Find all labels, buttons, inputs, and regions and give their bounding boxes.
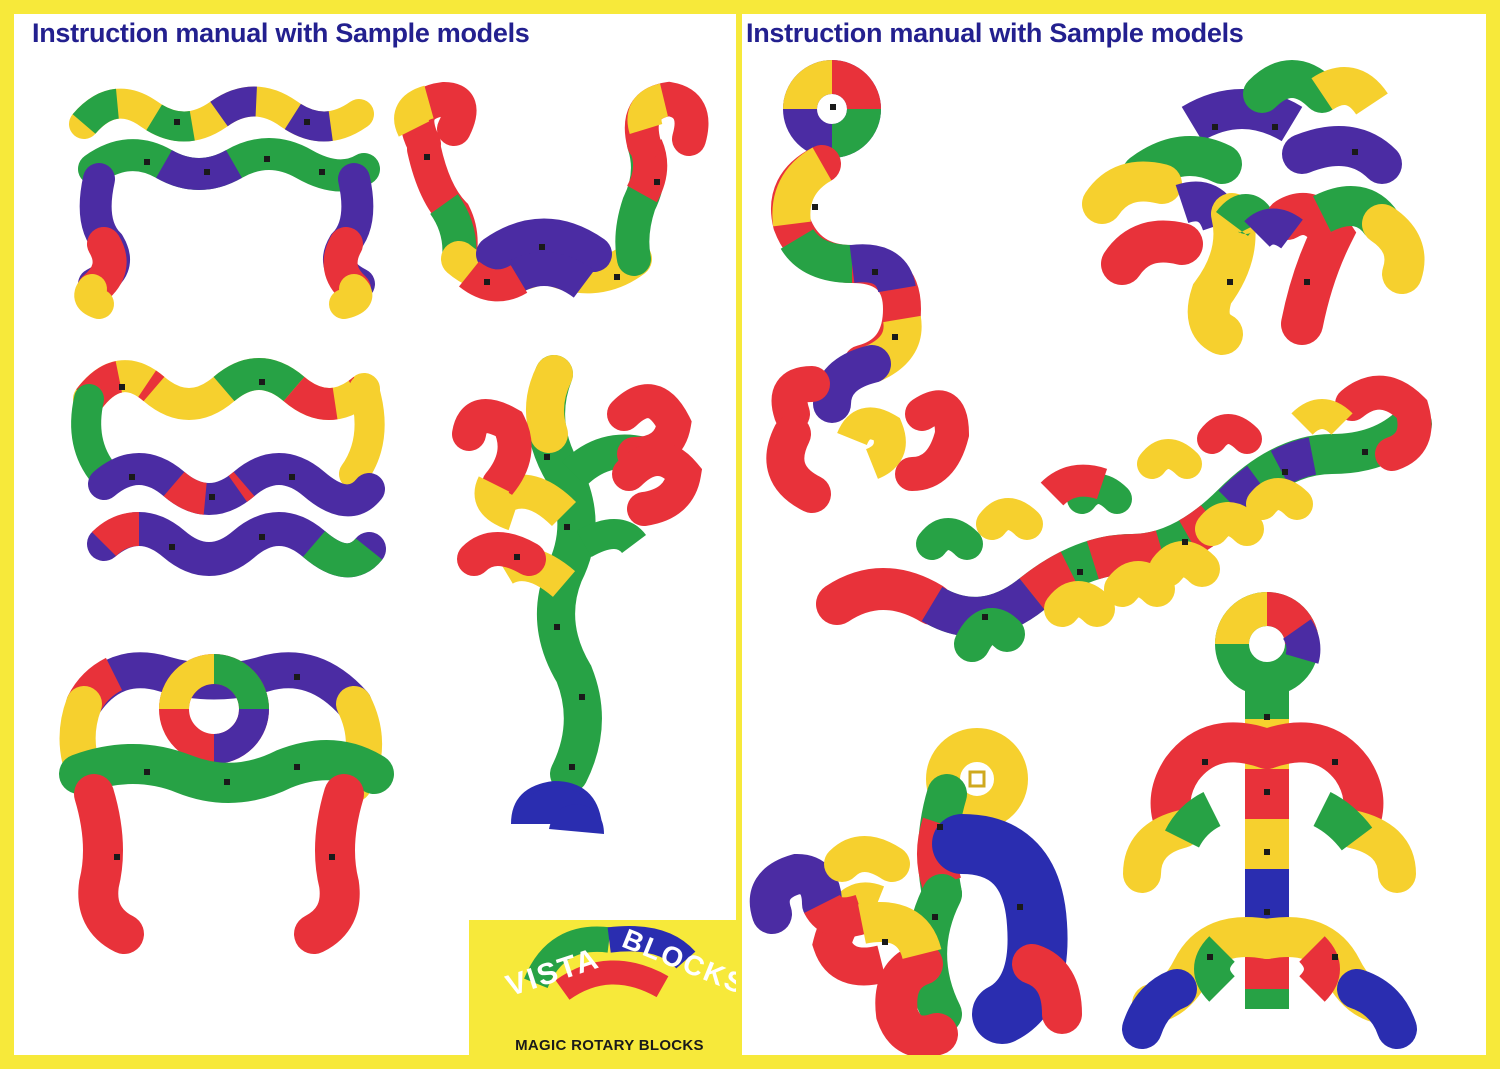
block-model-bridge	[54, 84, 384, 319]
block-model-double-loop	[59, 344, 399, 599]
block-model-tower	[1122, 589, 1422, 1055]
block-model-spiral-snake	[752, 54, 992, 514]
block-model-table	[54, 644, 394, 954]
right-page-title: Instruction manual with Sample models	[746, 18, 1244, 48]
logo-tagline: MAGIC ROTARY BLOCKS	[515, 1037, 704, 1054]
block-model-snake-arch	[384, 81, 714, 314]
block-model-scorpion	[742, 714, 1102, 1055]
left-page-title: Instruction manual with Sample models	[32, 18, 530, 48]
brand-logo: VISTA BLOCKS MAGIC ROTARY BLOCKS	[469, 920, 744, 1055]
block-model-flower	[1082, 54, 1425, 355]
block-model-caterpillar	[816, 364, 1442, 684]
left-page: Instruction manual with Sample models	[0, 0, 750, 1069]
block-model-plant	[452, 344, 704, 844]
right-page: Instruction manual with Sample models	[736, 0, 1500, 1069]
